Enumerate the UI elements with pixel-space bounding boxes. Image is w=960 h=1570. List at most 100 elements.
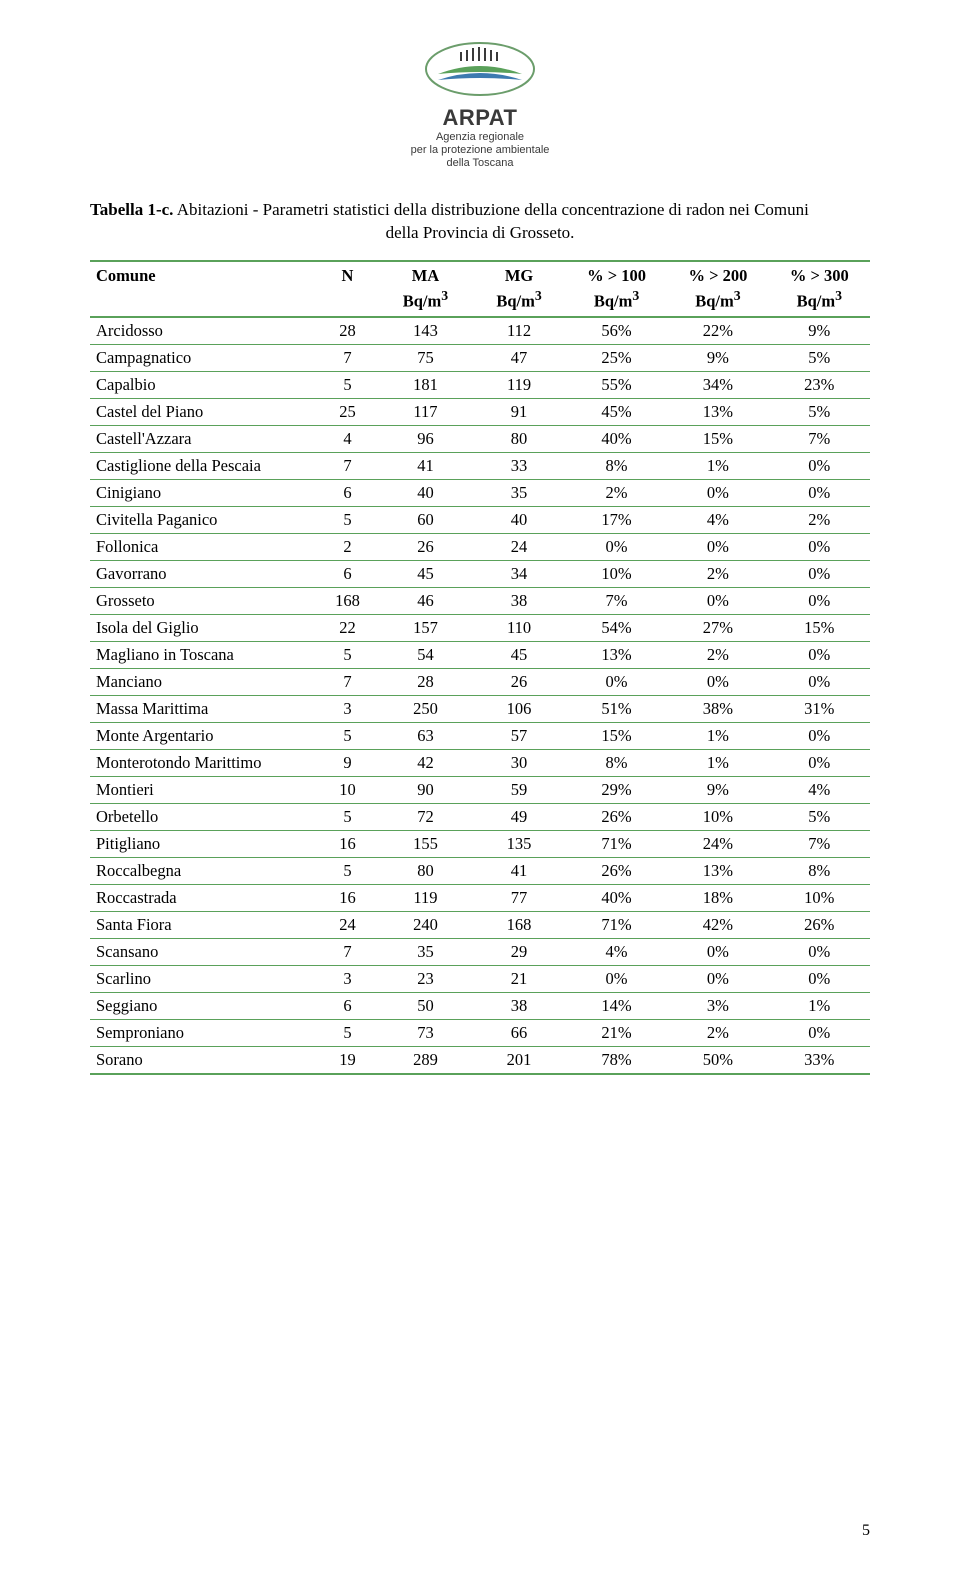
col-header-unit: Bq/m3: [385, 287, 467, 312]
cell-ma: 60: [379, 507, 473, 534]
cell-ma: 50: [379, 993, 473, 1020]
cell-p300: 0%: [769, 723, 870, 750]
page-number: 5: [862, 1522, 870, 1540]
cell-n: 6: [316, 993, 378, 1020]
cell-ma: 41: [379, 453, 473, 480]
cell-mg: 57: [472, 723, 566, 750]
cell-p300: 5%: [769, 345, 870, 372]
cell-p100: 10%: [566, 561, 667, 588]
cell-p100: 54%: [566, 615, 667, 642]
cell-n: 5: [316, 804, 378, 831]
cell-n: 168: [316, 588, 378, 615]
col-header-label: MA: [385, 266, 467, 287]
cell-p200: 24%: [667, 831, 768, 858]
table-row: Gavorrano6453410%2%0%: [90, 561, 870, 588]
cell-comune: Santa Fiora: [90, 912, 316, 939]
cell-mg: 77: [472, 885, 566, 912]
table-caption: Tabella 1-c. Abitazioni - Parametri stat…: [90, 199, 870, 245]
table-row: Follonica226240%0%0%: [90, 534, 870, 561]
cell-p200: 0%: [667, 480, 768, 507]
cell-mg: 112: [472, 317, 566, 345]
cell-ma: 42: [379, 750, 473, 777]
cell-p300: 8%: [769, 858, 870, 885]
cell-ma: 90: [379, 777, 473, 804]
cell-comune: Scansano: [90, 939, 316, 966]
cell-p100: 17%: [566, 507, 667, 534]
col-header-p100: % > 100Bq/m3: [566, 261, 667, 317]
cell-p200: 15%: [667, 426, 768, 453]
cell-p100: 21%: [566, 1020, 667, 1047]
logo-block: ARPAT Agenzia regionale per la protezion…: [90, 40, 870, 171]
table-row: Semproniano5736621%2%0%: [90, 1020, 870, 1047]
cell-ma: 73: [379, 1020, 473, 1047]
cell-p100: 4%: [566, 939, 667, 966]
col-header-label: % > 300: [775, 266, 864, 287]
cell-p300: 0%: [769, 1020, 870, 1047]
cell-p100: 2%: [566, 480, 667, 507]
cell-ma: 119: [379, 885, 473, 912]
cell-p300: 26%: [769, 912, 870, 939]
cell-comune: Cinigiano: [90, 480, 316, 507]
cell-mg: 201: [472, 1047, 566, 1075]
cell-p200: 13%: [667, 399, 768, 426]
cell-comune: Montieri: [90, 777, 316, 804]
col-header-n: N: [316, 261, 378, 317]
table-row: Scarlino323210%0%0%: [90, 966, 870, 993]
table-row: Pitigliano1615513571%24%7%: [90, 831, 870, 858]
cell-p300: 0%: [769, 750, 870, 777]
cell-ma: 28: [379, 669, 473, 696]
col-header-comune: Comune: [90, 261, 316, 317]
col-header-label: N: [322, 266, 372, 287]
cell-ma: 181: [379, 372, 473, 399]
cell-mg: 40: [472, 507, 566, 534]
cell-n: 5: [316, 1020, 378, 1047]
cell-p100: 26%: [566, 804, 667, 831]
cell-p300: 31%: [769, 696, 870, 723]
cell-n: 6: [316, 480, 378, 507]
table-row: Magliano in Toscana5544513%2%0%: [90, 642, 870, 669]
table-row: Massa Marittima325010651%38%31%: [90, 696, 870, 723]
table-row: Civitella Paganico5604017%4%2%: [90, 507, 870, 534]
cell-ma: 35: [379, 939, 473, 966]
cell-mg: 30: [472, 750, 566, 777]
cell-mg: 168: [472, 912, 566, 939]
cell-p100: 8%: [566, 750, 667, 777]
cell-p300: 0%: [769, 939, 870, 966]
cell-ma: 72: [379, 804, 473, 831]
cell-p200: 9%: [667, 777, 768, 804]
cell-p200: 10%: [667, 804, 768, 831]
table-row: Campagnatico7754725%9%5%: [90, 345, 870, 372]
cell-mg: 49: [472, 804, 566, 831]
cell-p300: 0%: [769, 642, 870, 669]
cell-p200: 18%: [667, 885, 768, 912]
cell-n: 4: [316, 426, 378, 453]
cell-mg: 24: [472, 534, 566, 561]
table-row: Arcidosso2814311256%22%9%: [90, 317, 870, 345]
cell-comune: Grosseto: [90, 588, 316, 615]
cell-n: 5: [316, 642, 378, 669]
table-header-row: ComuneNMABq/m3MGBq/m3% > 100Bq/m3% > 200…: [90, 261, 870, 317]
table-row: Manciano728260%0%0%: [90, 669, 870, 696]
cell-ma: 155: [379, 831, 473, 858]
table-row: Capalbio518111955%34%23%: [90, 372, 870, 399]
cell-mg: 34: [472, 561, 566, 588]
col-header-mg: MGBq/m3: [472, 261, 566, 317]
cell-comune: Manciano: [90, 669, 316, 696]
cell-mg: 26: [472, 669, 566, 696]
col-header-p200: % > 200Bq/m3: [667, 261, 768, 317]
cell-p100: 56%: [566, 317, 667, 345]
cell-p300: 0%: [769, 561, 870, 588]
col-header-label: Comune: [96, 266, 310, 287]
cell-p200: 13%: [667, 858, 768, 885]
cell-n: 28: [316, 317, 378, 345]
col-header-unit: Bq/m3: [478, 287, 560, 312]
cell-comune: Arcidosso: [90, 317, 316, 345]
cell-p200: 0%: [667, 588, 768, 615]
cell-p200: 1%: [667, 453, 768, 480]
cell-n: 5: [316, 723, 378, 750]
cell-comune: Isola del Giglio: [90, 615, 316, 642]
cell-n: 7: [316, 669, 378, 696]
cell-p100: 7%: [566, 588, 667, 615]
table-row: Scansano735294%0%0%: [90, 939, 870, 966]
cell-p200: 1%: [667, 723, 768, 750]
